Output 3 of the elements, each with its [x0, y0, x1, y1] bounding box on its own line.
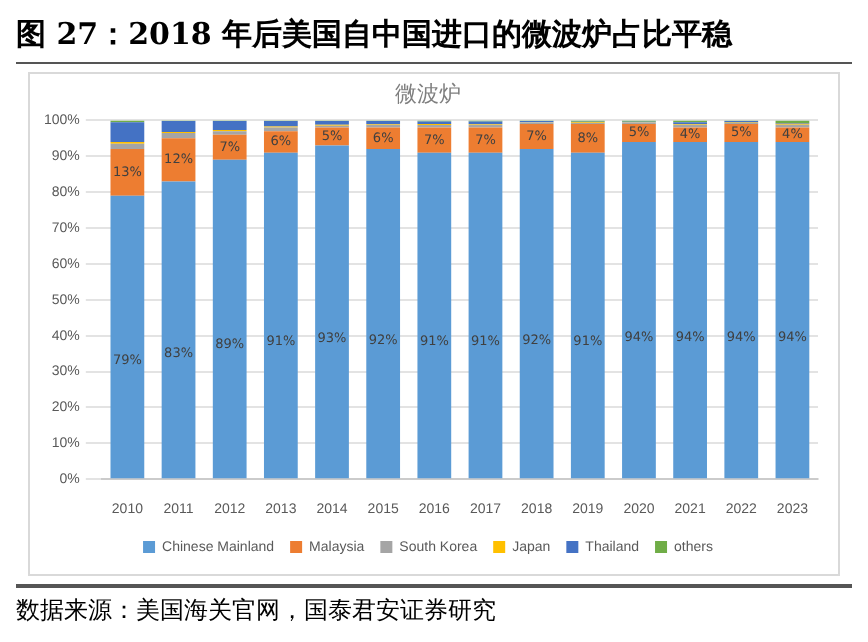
chart-subtitle: 微波炉 — [395, 80, 461, 107]
source-note: 数据来源：美国海关官网，国泰君安证券研究 — [16, 594, 498, 628]
chart-title: 图 27：2018 年后美国自中国进口的微波炉占比平稳 — [16, 16, 852, 64]
